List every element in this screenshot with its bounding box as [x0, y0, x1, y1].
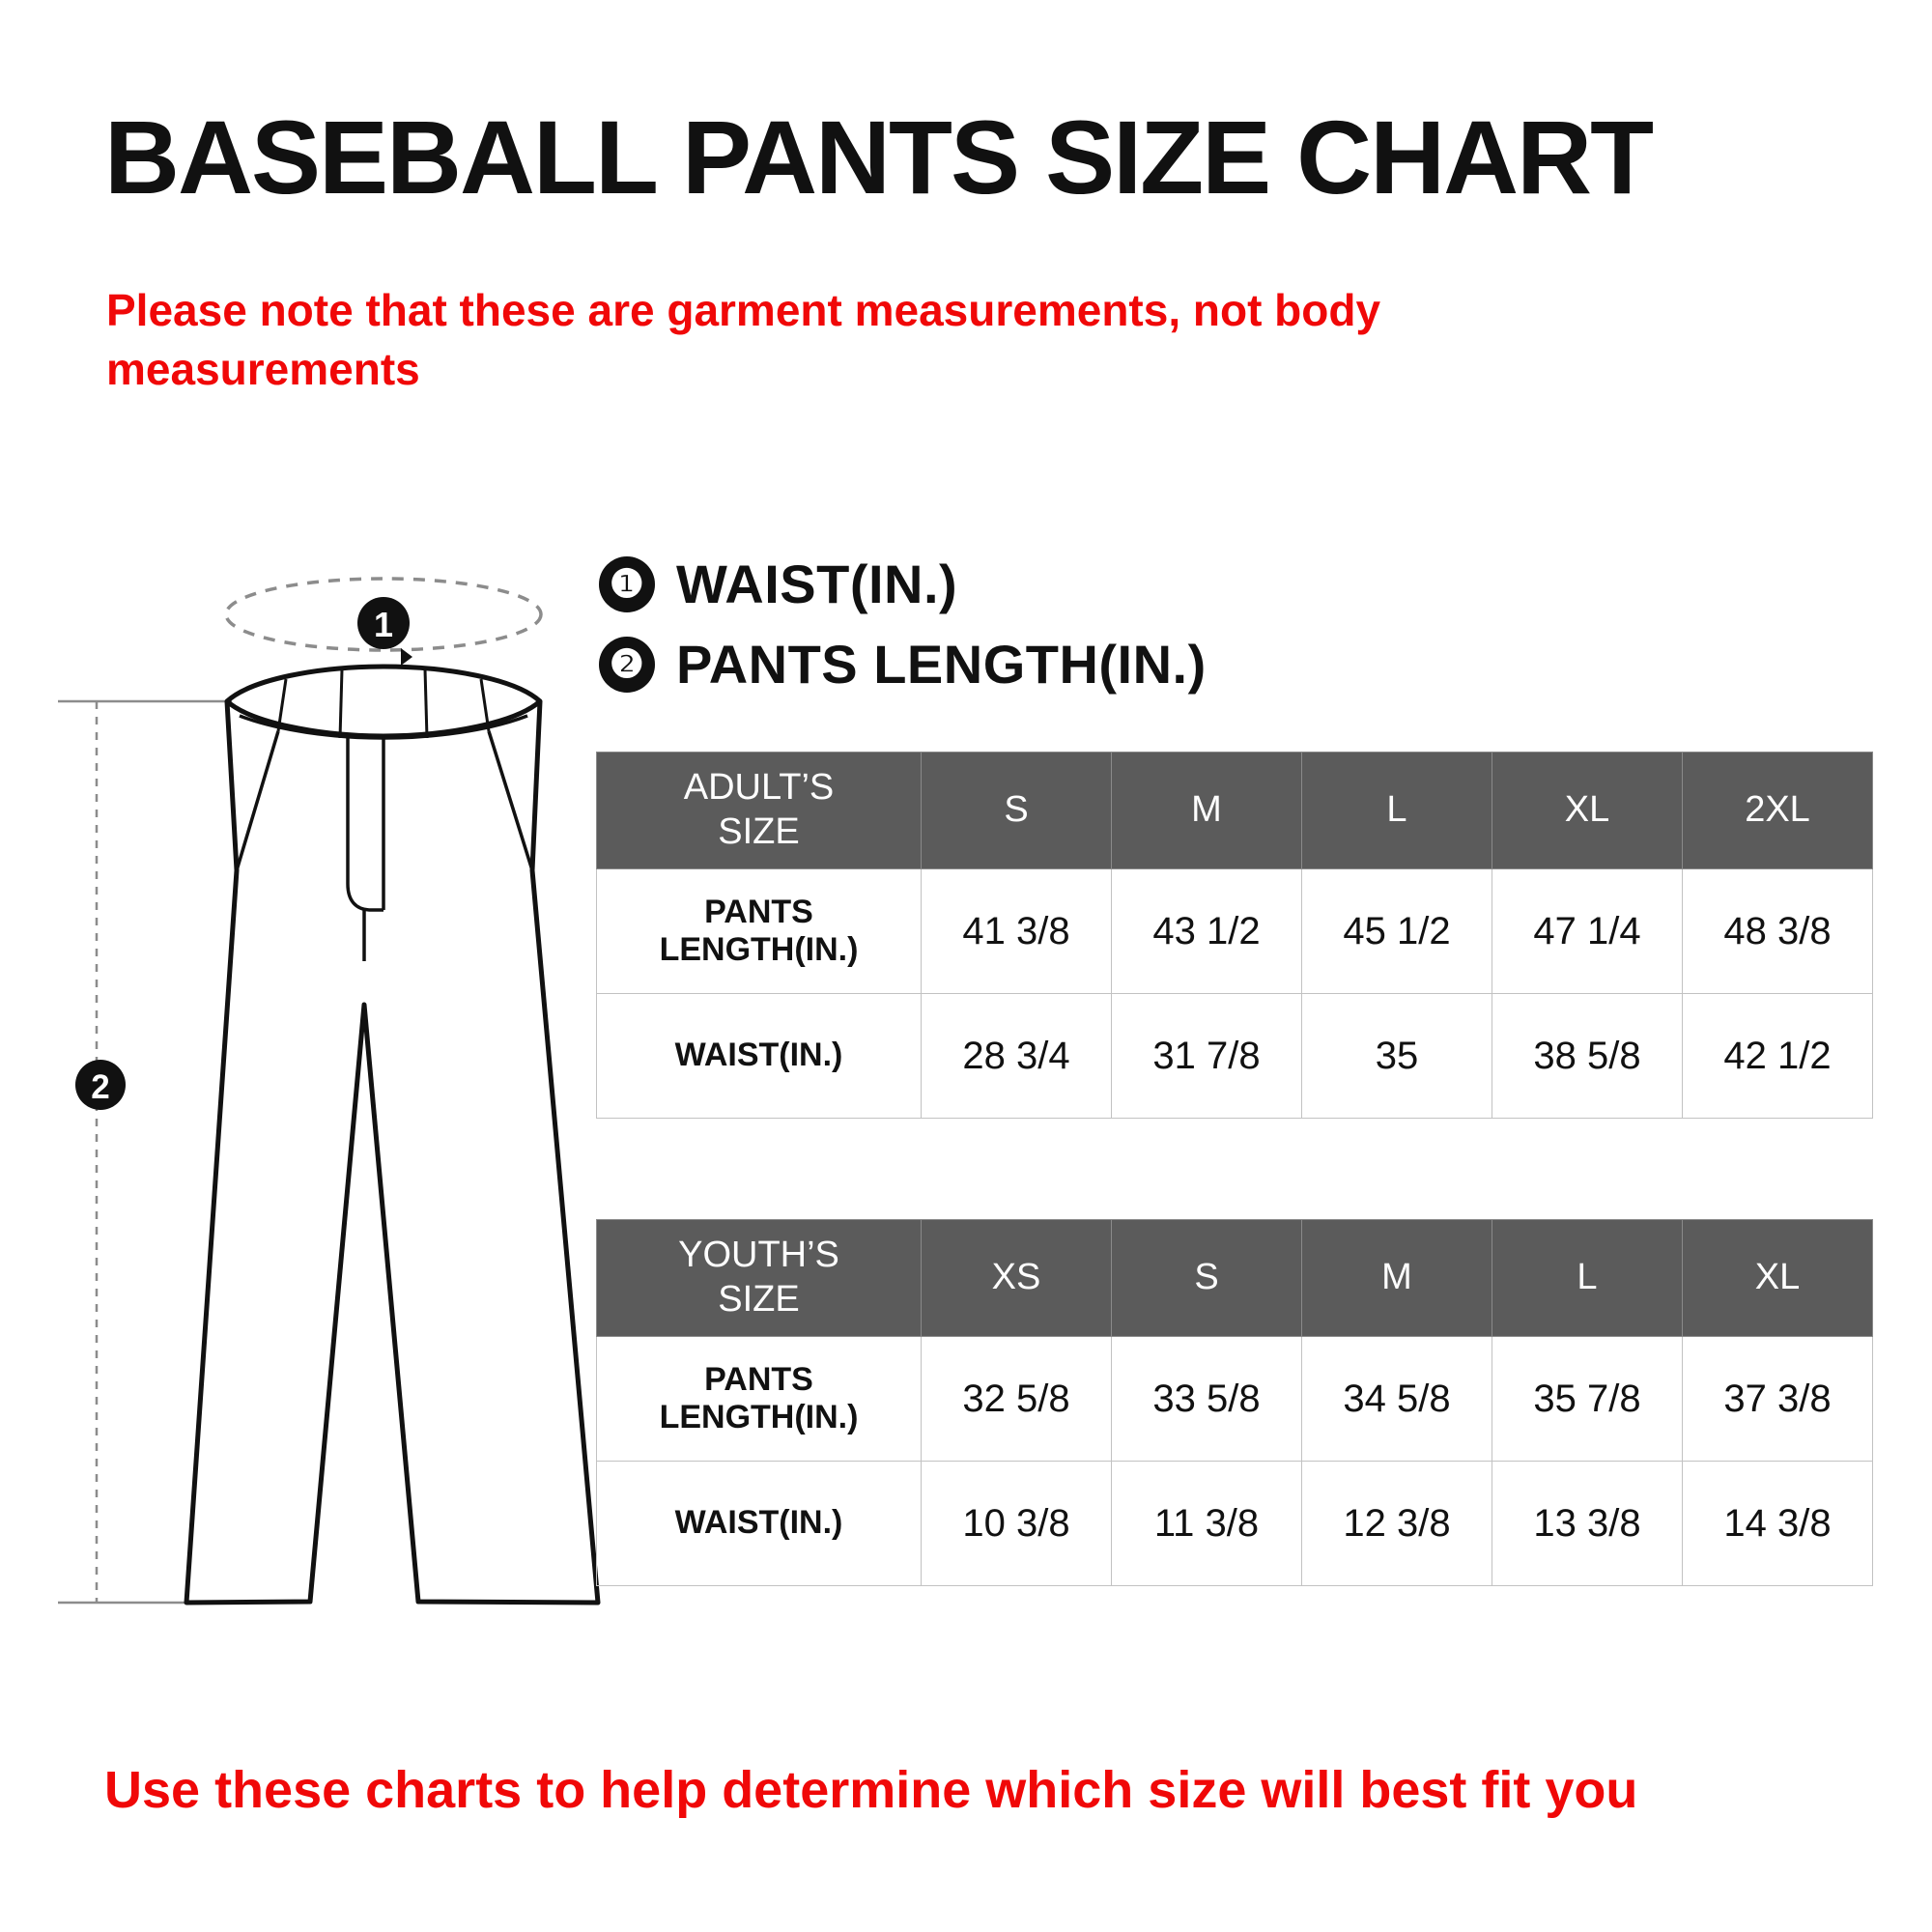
svg-text:1: 1: [374, 605, 393, 644]
svg-text:2: 2: [91, 1068, 109, 1106]
